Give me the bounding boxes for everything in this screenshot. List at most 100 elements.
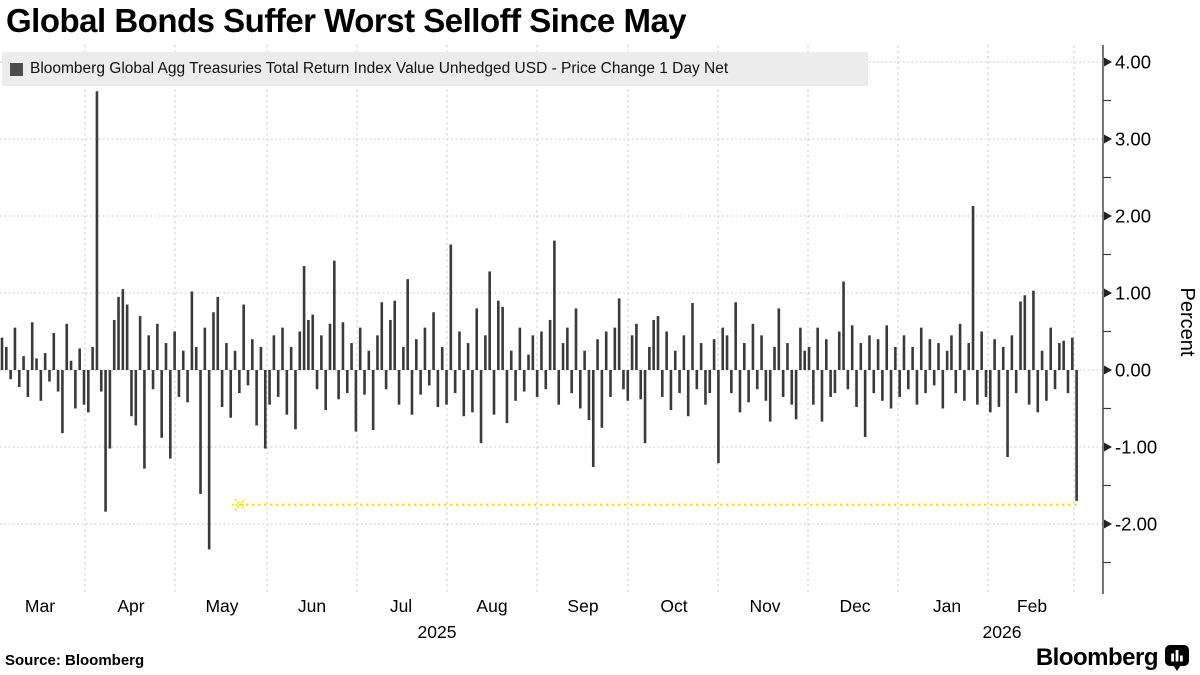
y-axis-tick-arrow-icon [1104,211,1112,221]
bar [415,339,418,370]
y-axis-tick-label: 0.00 [1115,360,1151,381]
bar [717,370,720,464]
bar [1001,346,1005,370]
bar [734,302,737,370]
y-axis-tick-arrow-icon [1104,442,1112,452]
bar [475,308,479,370]
page-title: Global Bonds Suffer Worst Selloff Since … [6,2,687,39]
bloomberg-wordmark: Bloomberg [1035,644,1159,671]
bar [548,319,552,370]
bar [315,370,319,390]
bar [855,370,858,407]
bar [289,346,293,370]
bar [207,370,211,550]
legend: Bloomberg Global Agg Treasuries Total Re… [2,52,868,86]
bar [39,370,43,401]
bar [993,339,996,370]
bar [363,370,366,395]
bar [699,343,703,370]
bar [777,308,781,370]
bar [773,346,776,370]
bar [868,335,871,370]
bar [622,370,625,390]
bar [190,291,194,370]
bar [440,346,444,370]
bar [104,370,107,512]
bar [1027,370,1031,405]
bar [1023,295,1027,370]
bar [78,348,81,370]
x-axis-month-label: Aug [476,596,507,616]
bar [505,370,509,424]
bar [199,370,202,494]
bar [354,370,358,432]
bar [272,335,276,370]
bar [216,296,220,370]
bar [393,300,397,370]
bar [1053,370,1057,390]
bar [820,370,824,422]
bar [432,312,435,370]
bar [177,370,181,397]
bar [652,319,655,370]
y-axis-title: Percent [1176,288,1198,357]
bar [294,370,297,430]
bar [95,91,99,370]
y-axis-tick-label: 2.00 [1115,206,1151,227]
bar [661,370,664,397]
bar [173,331,176,370]
x-axis-month-label: May [205,596,238,616]
bar [242,304,245,370]
bar [458,331,461,370]
bar [466,343,470,370]
bar [56,370,60,392]
bar [169,370,172,459]
bloomberg-branding: Bloomberg [1036,644,1190,672]
bar [764,370,768,401]
bar [708,370,712,394]
bar [436,370,440,407]
bar [799,327,802,370]
bar [371,370,375,431]
bar [87,370,90,413]
x-axis-month-label: Mar [25,596,55,616]
bar [665,331,668,370]
bar [302,266,306,370]
bar [160,370,163,438]
bar [531,335,535,370]
bar [427,370,431,386]
bar [829,370,832,397]
bar [876,339,880,370]
bar [958,323,962,370]
bar [514,370,517,401]
bar [389,319,392,370]
bar [721,327,725,370]
bar [121,289,125,370]
bar [704,370,707,405]
bar [803,350,807,370]
bloomberg-logo-icon [1165,645,1189,671]
bar [397,370,401,405]
bar [130,370,133,417]
bar [484,335,487,370]
bar [324,370,327,411]
x-axis-month-label: Apr [117,596,144,616]
bar [932,370,936,386]
bar [833,370,837,394]
bar [17,370,21,387]
y-axis-tick-arrow-icon [1104,134,1112,144]
bar [108,370,112,449]
x-axis-year-label: 2026 [983,622,1022,642]
bar [928,339,932,370]
bar [337,370,340,400]
bar [566,327,569,370]
bar [479,370,483,444]
bar [730,370,733,394]
bar [522,370,526,392]
x-axis-month-label: Jul [390,596,412,616]
bar [902,335,906,370]
bar [345,370,349,394]
bar [587,370,591,421]
bar [976,370,979,405]
